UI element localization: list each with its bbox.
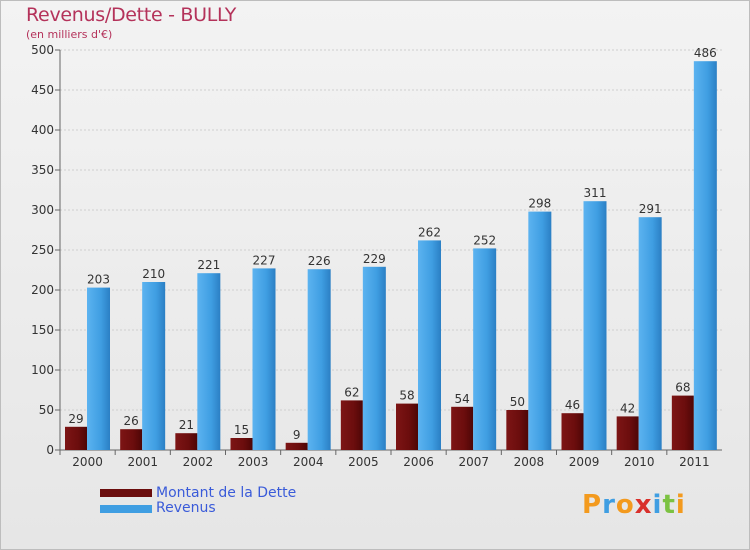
data-label-dette: 15 (234, 423, 249, 437)
x-tick-label: 2001 (127, 455, 158, 469)
data-label-dette: 54 (455, 392, 470, 406)
logo-letter: i (652, 490, 663, 520)
bar-revenus (418, 240, 441, 450)
x-tick-label: 2011 (679, 455, 710, 469)
y-tick-label: 350 (31, 163, 54, 177)
data-label-dette: 46 (565, 398, 580, 412)
data-label-dette: 58 (399, 389, 414, 403)
x-tick-label: 2002 (183, 455, 214, 469)
bar-revenus (307, 269, 331, 450)
x-tick-label: 2000 (72, 455, 103, 469)
data-label-dette: 26 (124, 414, 139, 428)
bar-revenus (693, 61, 717, 450)
logo-letter: x (634, 490, 653, 520)
y-tick-label: 50 (39, 403, 54, 417)
legend-swatch-revenus (100, 505, 152, 513)
chart-subtitle: (en milliers d'€) (26, 28, 113, 41)
y-tick-label: 0 (46, 443, 54, 457)
logo-letter: r (602, 490, 616, 520)
chart-title: Revenus/Dette - BULLY (26, 4, 237, 26)
bar-dette (175, 433, 198, 450)
data-label-revenus: 226 (308, 254, 331, 268)
bar-dette (65, 426, 87, 450)
bar-dette (506, 410, 529, 450)
data-label-revenus: 229 (363, 252, 386, 266)
proxiti-logo: Proxiti (582, 490, 686, 520)
y-tick-label: 400 (31, 123, 54, 137)
bar-revenus (197, 273, 221, 450)
bar-dette (120, 429, 143, 450)
legend-swatch-dette (100, 489, 152, 497)
bar-revenus (638, 217, 662, 450)
y-tick-label: 200 (31, 283, 54, 297)
bar-revenus (473, 248, 497, 450)
bar-revenus (362, 266, 386, 450)
legend-label-revenus: Revenus (156, 500, 216, 516)
data-label-dette: 62 (344, 385, 359, 399)
data-label-revenus: 210 (142, 267, 165, 281)
x-tick-label: 2009 (569, 455, 600, 469)
x-tick-label: 2005 (348, 455, 379, 469)
data-label-revenus: 298 (528, 197, 551, 211)
legend-label-dette: Montant de la Dette (156, 485, 297, 501)
data-label-dette: 50 (510, 395, 525, 409)
data-label-revenus: 486 (694, 46, 717, 60)
data-label-revenus: 311 (584, 186, 607, 200)
logo-letter: t (662, 490, 676, 520)
bar-dette (285, 442, 308, 450)
bar-revenus (528, 211, 552, 450)
logo-letter: o (615, 490, 635, 520)
bar-revenus (87, 287, 110, 450)
y-tick-label: 250 (31, 243, 54, 257)
bar-dette (396, 403, 418, 450)
bar-dette (230, 438, 253, 450)
data-label-revenus: 221 (197, 258, 220, 272)
data-label-dette: 21 (179, 418, 194, 432)
data-label-dette: 29 (68, 412, 83, 426)
data-label-revenus: 291 (639, 202, 662, 216)
data-label-revenus: 252 (473, 233, 496, 247)
x-tick-label: 2008 (514, 455, 545, 469)
bar-dette (340, 400, 363, 450)
y-tick-label: 450 (31, 83, 54, 97)
logo-letter: P (582, 490, 603, 520)
x-tick-label: 2004 (293, 455, 324, 469)
y-tick-label: 300 (31, 203, 54, 217)
bar-dette (561, 413, 584, 450)
x-tick-label: 2003 (238, 455, 269, 469)
data-label-dette: 9 (293, 428, 301, 442)
data-label-dette: 68 (675, 381, 690, 395)
logo-letter: i (675, 490, 686, 520)
data-label-revenus: 262 (418, 225, 441, 239)
x-tick-label: 2007 (458, 455, 489, 469)
data-label-dette: 42 (620, 401, 635, 415)
bar-dette (451, 406, 474, 450)
x-tick-label: 2006 (403, 455, 434, 469)
bar-revenus (583, 201, 607, 450)
data-label-revenus: 227 (253, 253, 276, 267)
bar-dette (616, 416, 639, 450)
bar-revenus (142, 282, 166, 450)
y-tick-label: 150 (31, 323, 54, 337)
bar-dette (671, 395, 694, 450)
y-tick-label: 500 (31, 43, 54, 57)
y-tick-label: 100 (31, 363, 54, 377)
data-label-revenus: 203 (87, 273, 110, 287)
bar-revenus (252, 268, 276, 450)
x-tick-label: 2010 (624, 455, 655, 469)
